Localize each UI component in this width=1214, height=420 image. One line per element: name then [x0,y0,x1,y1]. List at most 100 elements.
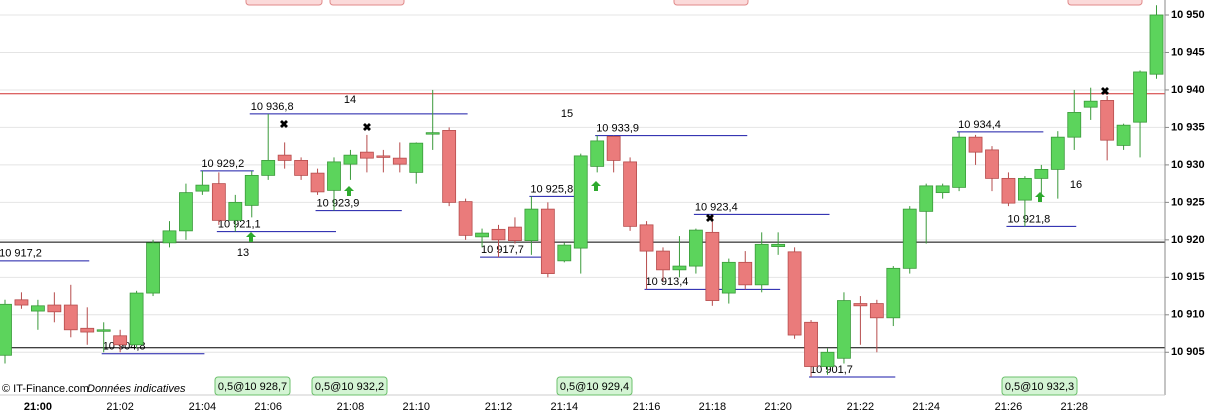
x-tick-label: 21:16 [633,401,661,413]
x-tick-label: 21:02 [106,401,134,413]
candle-body [261,159,276,176]
candle-body [1083,100,1098,108]
candle-body [952,136,966,188]
candle-body [804,321,818,367]
candle-body [425,132,440,135]
level-label: 10 917,7 [481,244,524,256]
candle-body [1149,14,1164,75]
footer-note: Données indicatives [87,383,186,395]
buy-arrow [246,232,256,242]
y-tick-label: 10 905 [1171,346,1205,358]
candle-body [623,161,637,227]
buy-arrow [591,181,601,191]
candle-body [639,224,654,252]
candle-body [985,149,999,179]
candle-body [376,155,391,158]
order-label: 0,5@10 928,7 [218,381,287,393]
level-label: 10 923,9 [317,198,360,210]
y-tick-label: 10 950 [1171,9,1205,21]
x-tick-label: 21:18 [699,401,727,413]
x-tick-label: 21:26 [995,401,1023,413]
candle-body [47,304,62,313]
candle-body [557,244,572,262]
candle-body [195,184,210,192]
order-badge [556,376,633,396]
y-tick-label: 10 925 [1171,196,1205,208]
level-label: 10 917,2 [0,248,42,260]
candle-body [919,185,934,212]
candle-body [244,174,259,206]
level-label: 10 934,4 [958,119,1001,131]
candle-body [606,136,621,161]
order-label: 0,5@10 932,3 [1005,381,1074,393]
x-tick-label: 21:14 [551,401,579,413]
y-tick-label: 10 920 [1171,234,1205,246]
candle-body [0,303,12,356]
candle-body [1018,177,1032,201]
candle-body [129,292,144,346]
sell-mark: ✖ [705,213,714,225]
candle-body [508,226,522,241]
candle-body [458,201,473,236]
order-badge [214,376,291,396]
x-tick-label: 21:20 [764,401,792,413]
candle-body [886,267,901,319]
x-tick-label: 21:04 [189,401,217,413]
signals: ✖ ✖ ✖ ✖ [246,86,1110,242]
x-tick-label: 21:06 [254,401,282,413]
candle-body [672,265,687,271]
candle-body [113,335,128,346]
candle-body [30,305,45,312]
candle-body [294,159,309,176]
x-tick-label: 21:24 [912,401,940,413]
wave-count: 14 [344,94,356,106]
candle-body [524,208,539,241]
candle-body [277,154,292,161]
candle-body [820,351,835,367]
candle-body [1034,168,1049,179]
candle-body [80,327,95,333]
candle-body [787,251,802,336]
candle-body [721,261,736,294]
sell-mark: ✖ [1100,86,1109,98]
candle-body [738,261,753,286]
level-label: 10 925,8 [530,183,573,195]
candle-body [1100,100,1115,141]
y-tick-label: 10 935 [1171,121,1205,133]
top-badges [245,0,1143,6]
candle-body [540,208,555,274]
level-label: 10 913,4 [646,276,689,288]
x-tick-label: 21:22 [847,401,875,413]
buy-arrow [344,186,354,196]
candle-body [1116,124,1131,146]
x-tick-label: 21:28 [1060,401,1088,413]
x-tick-label: 21:10 [402,401,430,413]
x-tick-label: 21:08 [337,401,365,413]
candle-body [1001,177,1016,204]
candle-body [1133,71,1147,123]
sell-mark: ✖ [279,119,288,131]
candle-body [968,136,983,153]
x-tick-label: 21:12 [485,401,513,413]
candle-body [869,303,884,319]
candle-body [1067,112,1082,138]
level-label: 10 921,1 [218,219,261,231]
wave-count: 16 [1070,179,1082,191]
candle-body [705,231,720,301]
candle-body [935,185,950,194]
candle-body [343,154,358,165]
x-tick-label: 21:00 [24,401,52,413]
candle-body [853,303,868,307]
candle-body [310,172,325,193]
candle-body [211,183,226,221]
candle-body [656,250,670,271]
y-tick-label: 10 945 [1171,46,1205,58]
level-label: 10 933,9 [596,123,639,135]
level-label: 10 921,8 [1007,213,1050,225]
candle-body [442,130,457,203]
candle-body [837,300,851,359]
order-label: 0,5@10 929,4 [560,381,629,393]
order-badge [1001,376,1078,396]
candle-body [228,201,243,221]
